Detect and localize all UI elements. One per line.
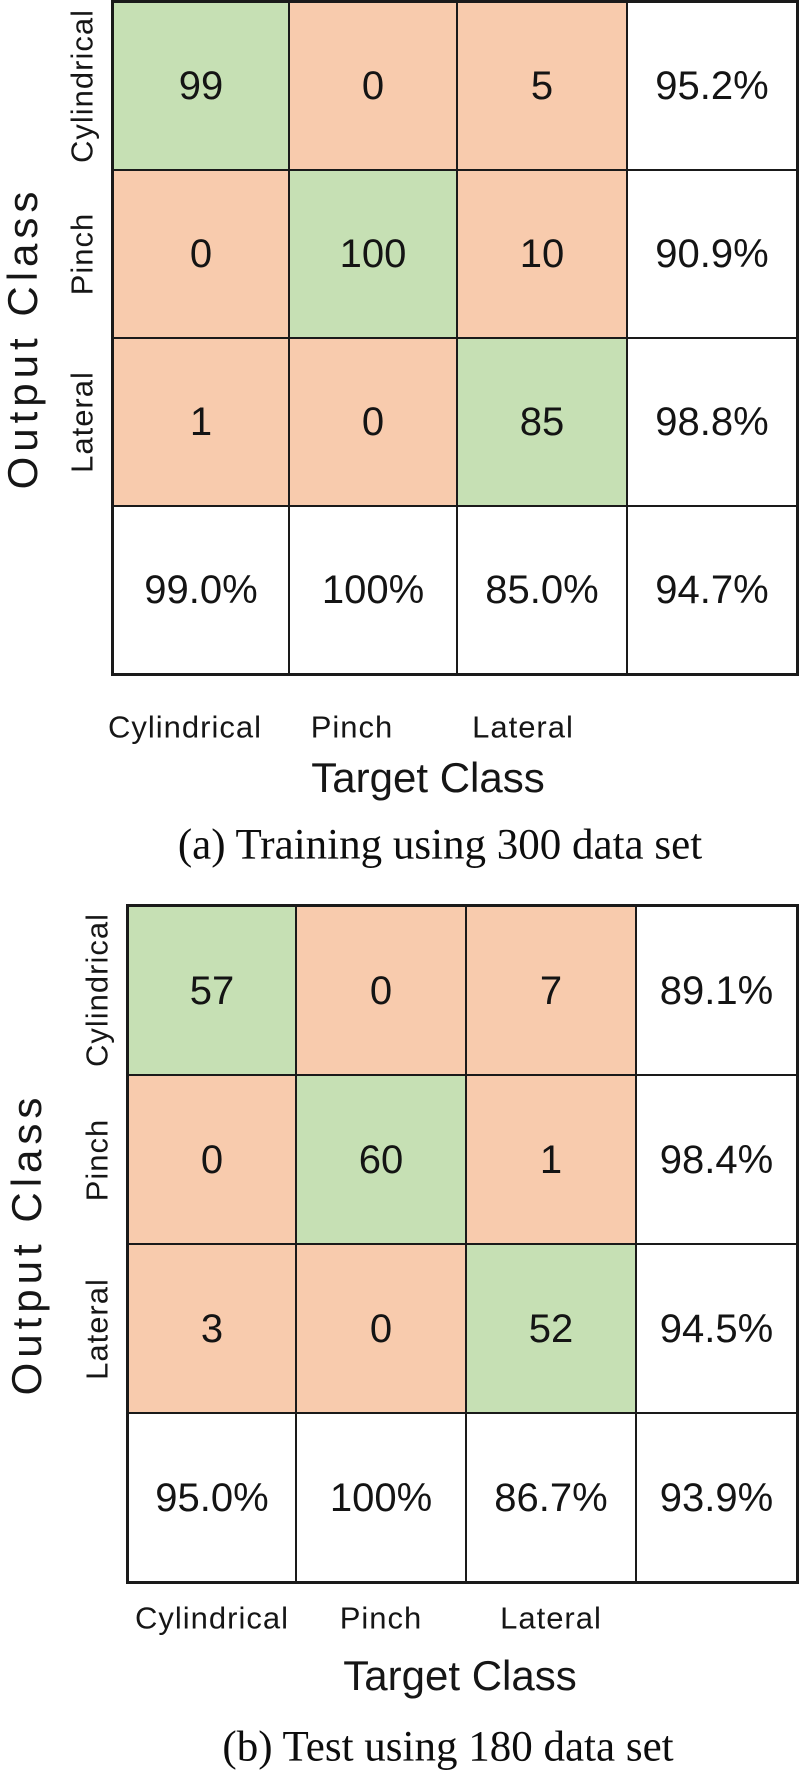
matrix-cell: 7 [467, 907, 635, 1074]
x-axis-title-b: Target Class [343, 1652, 577, 1699]
y-axis-title-a: Output Class [0, 186, 46, 490]
row-label-b-cylindrical: Cylindrical [79, 913, 115, 1067]
col-label-b-cylindrical: Cylindrical [135, 1600, 289, 1636]
matrix-cell: 60 [297, 1076, 465, 1243]
matrix-col-summary-cell: 100% [297, 1414, 465, 1581]
matrix-cell: 1 [114, 339, 288, 505]
matrix-row-summary-cell: 89.1% [637, 907, 796, 1074]
matrix-cell: 0 [290, 339, 456, 505]
matrix-cell: 10 [458, 171, 626, 337]
matrix-row-summary-cell: 94.5% [637, 1245, 796, 1412]
matrix-cell: 0 [114, 171, 288, 337]
matrix-col-summary-cell: 99.0% [114, 507, 288, 673]
y-axis-title-b: Output Class [3, 1092, 50, 1396]
matrix-cell: 1 [467, 1076, 635, 1243]
matrix-cell: 99 [114, 3, 288, 169]
caption-b: (b) Test using 180 data set [222, 1723, 674, 1771]
matrix-cell: 52 [467, 1245, 635, 1412]
matrix-cell: 57 [129, 907, 295, 1074]
matrix-total-accuracy-cell: 94.7% [628, 507, 796, 673]
matrix-cell: 0 [290, 3, 456, 169]
matrix-cell: 0 [129, 1076, 295, 1243]
x-axis-title-a: Target Class [311, 754, 545, 801]
row-label-a-lateral: Lateral [64, 371, 100, 473]
col-label-a-pinch: Pinch [310, 709, 394, 745]
row-label-a-pinch: Pinch [64, 212, 100, 296]
matrix-col-summary-cell: 100% [290, 507, 456, 673]
col-label-a-cylindrical: Cylindrical [108, 709, 262, 745]
row-label-b-pinch: Pinch [79, 1118, 115, 1202]
matrix-cell: 3 [129, 1245, 295, 1412]
matrix-row-summary-cell: 95.2% [628, 3, 796, 169]
col-label-b-lateral: Lateral [500, 1600, 602, 1636]
matrix-cell: 0 [297, 907, 465, 1074]
matrix-cell: 5 [458, 3, 626, 169]
confusion-matrix-a: 99 0 5 95.2% 0 100 10 90.9% 1 0 85 98.8%… [111, 0, 799, 676]
matrix-col-summary-cell: 86.7% [467, 1414, 635, 1581]
col-label-a-lateral: Lateral [472, 709, 574, 745]
row-label-b-lateral: Lateral [79, 1278, 115, 1380]
col-label-b-pinch: Pinch [339, 1600, 423, 1636]
row-label-a-cylindrical: Cylindrical [64, 9, 100, 163]
matrix-row-summary-cell: 98.4% [637, 1076, 796, 1243]
matrix-row-summary-cell: 98.8% [628, 339, 796, 505]
matrix-col-summary-cell: 95.0% [129, 1414, 295, 1581]
matrix-row-summary-cell: 90.9% [628, 171, 796, 337]
matrix-cell: 85 [458, 339, 626, 505]
matrix-total-accuracy-cell: 93.9% [637, 1414, 796, 1581]
caption-a: (a) Training using 300 data set [177, 821, 703, 869]
matrix-cell: 100 [290, 171, 456, 337]
matrix-cell: 0 [297, 1245, 465, 1412]
confusion-matrix-b: 57 0 7 89.1% 0 60 1 98.4% 3 0 52 94.5% 9… [126, 904, 799, 1584]
matrix-col-summary-cell: 85.0% [458, 507, 626, 673]
